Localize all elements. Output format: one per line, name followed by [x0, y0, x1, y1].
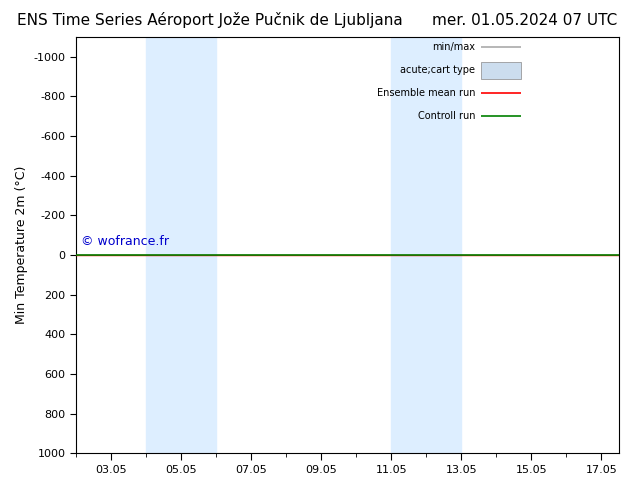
- Text: ENS Time Series Aéroport Jože Pučnik de Ljubljana      mer. 01.05.2024 07 UTC: ENS Time Series Aéroport Jože Pučnik de …: [17, 12, 617, 28]
- Bar: [481, 62, 521, 79]
- Text: Controll run: Controll run: [418, 111, 475, 121]
- Bar: [391, 37, 462, 453]
- Text: acute;cart type: acute;cart type: [400, 65, 475, 75]
- Text: min/max: min/max: [432, 43, 475, 52]
- Text: © wofrance.fr: © wofrance.fr: [81, 235, 169, 248]
- Bar: [146, 37, 216, 453]
- Text: Ensemble mean run: Ensemble mean run: [377, 88, 475, 98]
- Y-axis label: Min Temperature 2m (°C): Min Temperature 2m (°C): [15, 166, 28, 324]
